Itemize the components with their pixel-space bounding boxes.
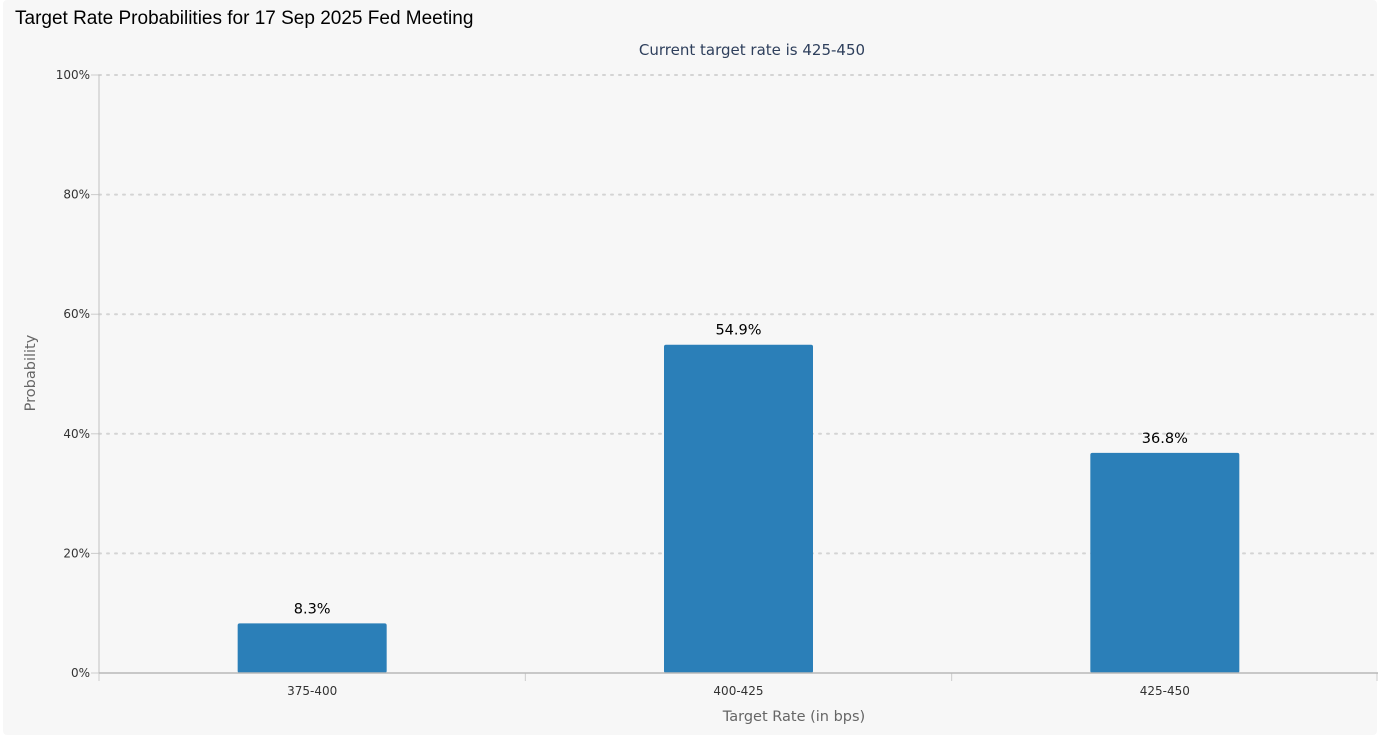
x-tick-label-425-450: 425-450 xyxy=(1140,684,1190,698)
bars xyxy=(237,344,1240,673)
y-tick-label: 20% xyxy=(63,546,90,560)
data-label-425-450: 36.8% xyxy=(1142,431,1188,447)
x-tick-label-400-425: 400-425 xyxy=(713,684,763,698)
y-tick-label: 40% xyxy=(63,427,90,441)
y-tick-label: 0% xyxy=(71,666,90,680)
y-axis-ticks: 0% 20% 40% 60% 80% 100% xyxy=(56,68,99,680)
y-tick-label: 80% xyxy=(63,188,90,202)
x-axis-ticks: 375-400 400-425 425-450 xyxy=(98,673,1378,698)
x-tick-label-375-400: 375-400 xyxy=(287,684,337,698)
data-label-375-400: 8.3% xyxy=(294,601,331,617)
bar-400-425 xyxy=(664,344,813,673)
bar-425-450 xyxy=(1090,452,1240,673)
y-tick-label: 100% xyxy=(56,68,90,82)
x-axis-title: Target Rate (in bps) xyxy=(722,709,865,725)
data-label-400-425: 54.9% xyxy=(715,323,761,339)
y-axis-title: Probability xyxy=(23,334,39,411)
y-tick-label: 60% xyxy=(63,307,90,321)
chart-subtitle: Current target rate is 425-450 xyxy=(639,41,865,59)
data-labels: 8.3% 54.9% 36.8% xyxy=(294,323,1188,618)
page-title: Target Rate Probabilities for 17 Sep 202… xyxy=(15,8,474,29)
bar-375-400 xyxy=(237,623,387,673)
